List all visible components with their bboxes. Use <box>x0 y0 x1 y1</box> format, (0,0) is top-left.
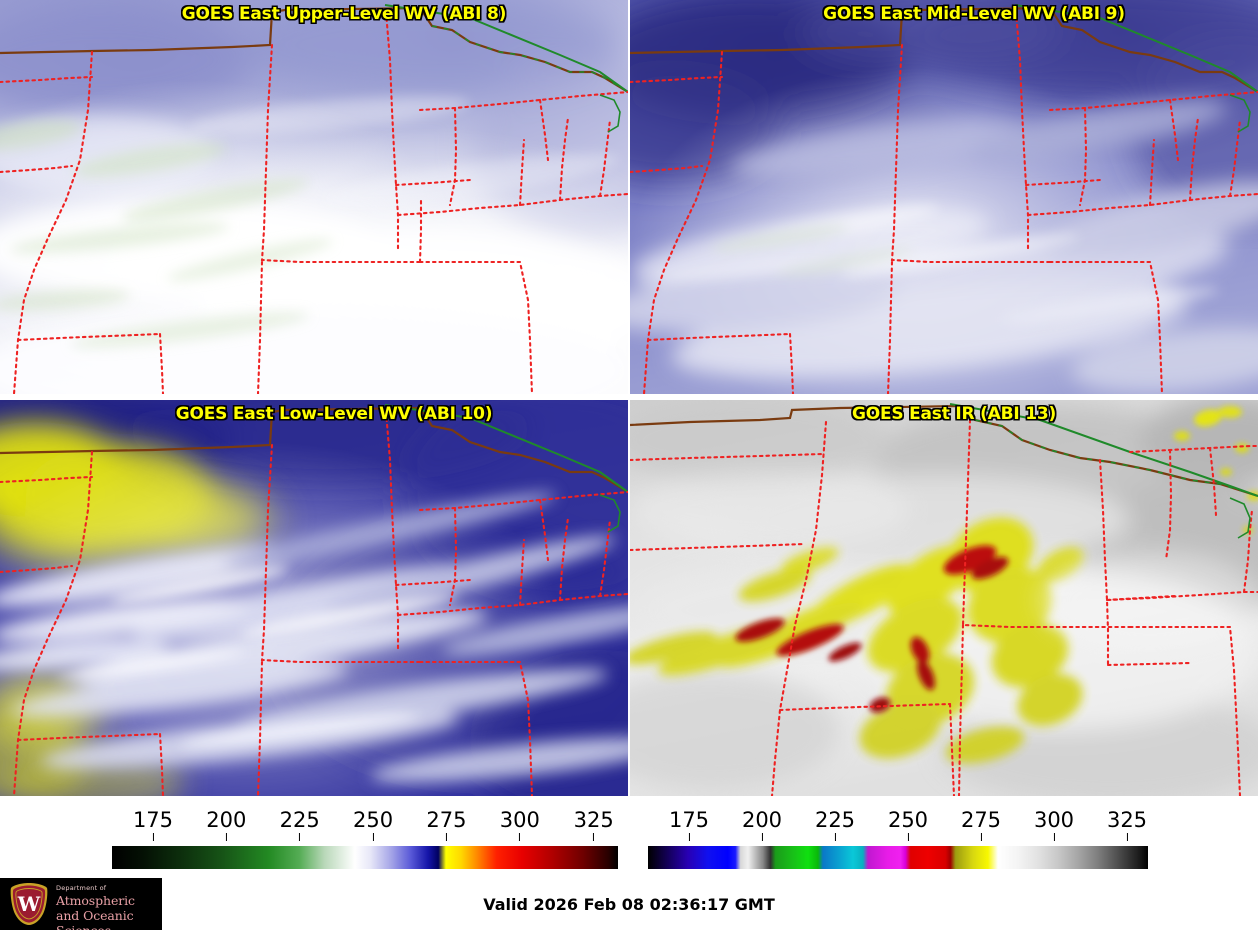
wv-colorbar-gradient <box>112 846 618 869</box>
ir-tick-300: 300 <box>1034 808 1074 841</box>
wv-colorbar-ticks: 175 200 225 250 275 300 325 <box>112 808 618 842</box>
wv-tick-325: 325 <box>574 808 614 841</box>
satellite-image-ir <box>630 400 1258 796</box>
ir-colorbar-gradient <box>648 846 1148 869</box>
ir-tick-275: 275 <box>961 808 1001 841</box>
valid-time-caption: Valid 2026 Feb 08 02:36:17 GMT <box>483 894 775 914</box>
map-overlay-ir <box>630 403 1258 796</box>
wv-tick-175: 175 <box>133 808 173 841</box>
wv-tick-300: 300 <box>500 808 540 841</box>
ir-colorbar-ticks: 175 200 225 250 275 300 325 <box>648 808 1148 842</box>
ir-tick-325: 325 <box>1107 808 1147 841</box>
wv-tick-250: 250 <box>353 808 393 841</box>
wv-tick-275: 275 <box>426 808 467 841</box>
map-overlay-low-level-wv <box>0 404 628 796</box>
footer: Valid 2026 Feb 08 02:36:17 GMT W Departm… <box>0 878 1258 930</box>
satellite-panel-grid: GOES East Upper-Level WV (ABI 8) <box>0 0 1258 796</box>
panel-ir[interactable]: GOES East IR (ABI 13) <box>630 400 1258 796</box>
svg-text:W: W <box>17 892 41 916</box>
ir-tick-200: 200 <box>742 808 782 841</box>
ir-tick-225: 225 <box>815 808 855 841</box>
wv-colorbar[interactable]: 175 200 225 250 275 300 325 <box>112 800 618 878</box>
panel-low-level-wv[interactable]: GOES East Low-Level WV (ABI 10) <box>0 400 628 796</box>
map-overlay-mid-level-wv <box>630 4 1258 394</box>
wv-tick-225: 225 <box>280 808 320 841</box>
uw-aos-logo-text: Department of Atmospheric and Oceanic Sc… <box>56 884 160 930</box>
satellite-image-low-level-wv <box>0 400 628 796</box>
ir-tick-250: 250 <box>888 808 928 841</box>
map-overlay-upper-level-wv <box>0 4 628 394</box>
ir-colorbar[interactable]: 175 200 225 250 275 300 325 <box>648 800 1148 878</box>
panel-mid-level-wv[interactable]: GOES East Mid-Level WV (ABI 9) <box>630 0 1258 394</box>
wv-tick-200: 200 <box>206 808 246 841</box>
uw-aos-logo[interactable]: W Department of Atmospheric and Oceanic … <box>0 878 162 930</box>
panel-upper-level-wv[interactable]: GOES East Upper-Level WV (ABI 8) <box>0 0 628 394</box>
uw-crest-icon: W <box>10 883 48 925</box>
ir-tick-175: 175 <box>669 808 709 841</box>
satellite-image-upper-level-wv <box>0 0 628 394</box>
logo-name-line1: Atmospheric <box>56 893 135 908</box>
satellite-image-mid-level-wv <box>630 0 1258 394</box>
colorbar-row: 175 200 225 250 275 300 325 175 200 225 … <box>0 800 1258 878</box>
logo-department-line: Department of <box>56 884 107 892</box>
logo-name-line2: and Oceanic Sciences <box>56 908 134 930</box>
